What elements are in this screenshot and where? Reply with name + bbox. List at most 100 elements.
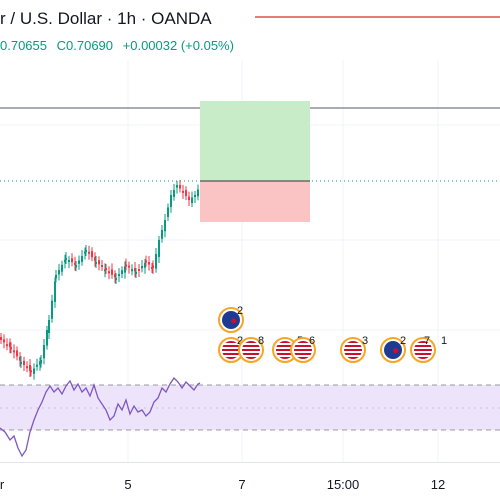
candle-body [144, 263, 146, 268]
candle-body [9, 342, 11, 348]
target-zone[interactable] [200, 101, 310, 181]
candle-body [0, 337, 2, 340]
candle-body [104, 269, 106, 272]
time-label: 15:00 [326, 477, 360, 492]
candle-body [94, 257, 96, 261]
event-nz-icon[interactable] [218, 307, 244, 333]
candle-body [185, 190, 187, 196]
candle-body [111, 269, 113, 275]
candle-body [161, 230, 163, 239]
candle-body [170, 195, 172, 207]
quote-close: C0.70690 [56, 38, 114, 53]
candle-body [23, 360, 25, 365]
event-us-icon[interactable] [238, 337, 264, 363]
candle-body [118, 274, 120, 277]
candle-body [173, 190, 175, 197]
candle-body [145, 260, 147, 263]
candle-body [148, 262, 150, 265]
ohlc-quotes: 0.70655 C0.70690 +0.00032 (+0.05%) [0, 38, 240, 53]
rsi-band [0, 385, 500, 430]
candle-body [58, 269, 60, 275]
candle-body [141, 266, 143, 269]
candle-body [88, 251, 90, 254]
candle-body [55, 275, 57, 279]
candle-body [46, 330, 48, 346]
nz-flag-icon [222, 311, 240, 329]
us-flag-icon [414, 341, 432, 359]
quote-open: 0.70655 [0, 38, 47, 53]
candle-body [68, 260, 70, 263]
candle-body [84, 251, 86, 254]
event-count: 2 [400, 335, 407, 347]
candle-body [105, 268, 107, 270]
time-label: 12 [430, 477, 446, 492]
candle-body [13, 350, 15, 353]
candle-body [6, 344, 8, 347]
candle-body [98, 260, 100, 265]
candle-body [95, 262, 97, 264]
candle-body [134, 268, 136, 272]
candle-body [124, 266, 126, 273]
candle-body [164, 220, 166, 232]
time-label: 7 [238, 477, 246, 492]
event-nz-icon[interactable] [380, 337, 406, 363]
time-label: 5 [124, 477, 132, 492]
event-count: 2 [237, 305, 244, 317]
candle-body [182, 190, 184, 193]
candle-body [20, 362, 22, 364]
candle-body [33, 368, 35, 374]
candle-body [194, 195, 196, 197]
time-axis[interactable]: r 5 7 15:00 12 [0, 462, 500, 501]
candle-body [176, 185, 178, 188]
candle-body [26, 366, 28, 369]
candle-body [10, 347, 12, 350]
event-us-icon[interactable] [290, 337, 316, 363]
candle-body [114, 274, 116, 278]
candle-body [101, 265, 103, 267]
candle-body [197, 189, 199, 197]
time-label: r [0, 477, 5, 492]
event-us-icon[interactable] [410, 337, 436, 363]
candle-body [29, 365, 31, 371]
candle-body [158, 240, 160, 257]
candle-body [81, 256, 83, 262]
candle-body [51, 300, 53, 319]
nz-flag-icon [384, 341, 402, 359]
event-count: 6 [309, 335, 316, 347]
candle-body [91, 251, 93, 258]
event-us-icon[interactable] [340, 337, 366, 363]
symbol-title[interactable]: r / U.S. Dollar · 1h · OANDA [0, 9, 212, 28]
us-flag-icon [294, 341, 312, 359]
candle-body [75, 265, 77, 268]
event-count: 3 [362, 335, 369, 347]
candle-body [131, 269, 133, 272]
candle-body [19, 357, 21, 361]
candle-body [40, 360, 42, 364]
event-count: 8 [258, 335, 265, 347]
candles [0, 180, 199, 380]
candle-body [152, 265, 154, 268]
candle-body [74, 262, 76, 265]
us-flag-icon [242, 341, 260, 359]
us-flag-icon [222, 341, 240, 359]
candle-body [78, 260, 80, 264]
stop-zone[interactable] [200, 181, 310, 222]
candle-body [135, 272, 137, 274]
candle-body [121, 270, 123, 275]
candle-body [108, 271, 110, 274]
candle-body [155, 254, 157, 269]
candle-body [16, 350, 18, 357]
event-count: 7 [424, 335, 431, 347]
candle-body [65, 258, 67, 260]
candle-body [43, 345, 45, 359]
candle-body [191, 197, 193, 203]
candle-body [64, 259, 66, 263]
candle-body [179, 185, 181, 189]
candle-body [54, 281, 56, 302]
candle-body [36, 364, 38, 367]
candle-body [167, 207, 169, 217]
us-flag-icon [344, 341, 362, 359]
event-count: 1 [441, 335, 448, 347]
candle-body [85, 250, 87, 252]
